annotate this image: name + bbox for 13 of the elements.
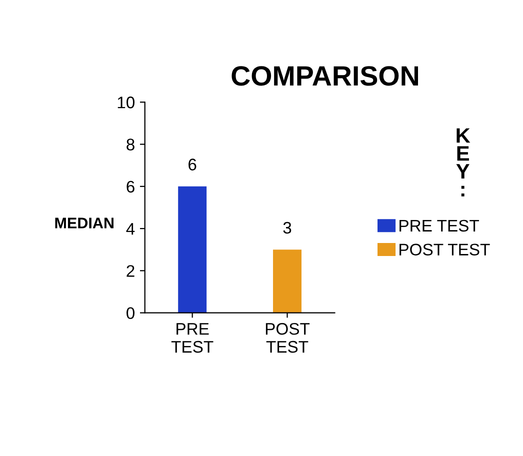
y-tick-label: 4	[126, 223, 135, 235]
text: KEY:	[456, 128, 470, 196]
chart-title: COMPARISON	[232, 66, 418, 86]
y-tick-label: 6	[126, 180, 134, 193]
y-axis-title: MEDIAN	[55, 218, 114, 228]
legend-label: PRE TEST	[400, 220, 480, 232]
legend-label: POST TEST	[400, 244, 490, 256]
y-tick-label: 2	[126, 265, 134, 277]
y-tick-label: 8	[126, 138, 134, 150]
data-label: 3	[283, 222, 292, 234]
data-label: 6	[188, 158, 196, 170]
y-tick-label: 10	[118, 96, 134, 108]
y-tick-label: 0	[126, 307, 134, 320]
